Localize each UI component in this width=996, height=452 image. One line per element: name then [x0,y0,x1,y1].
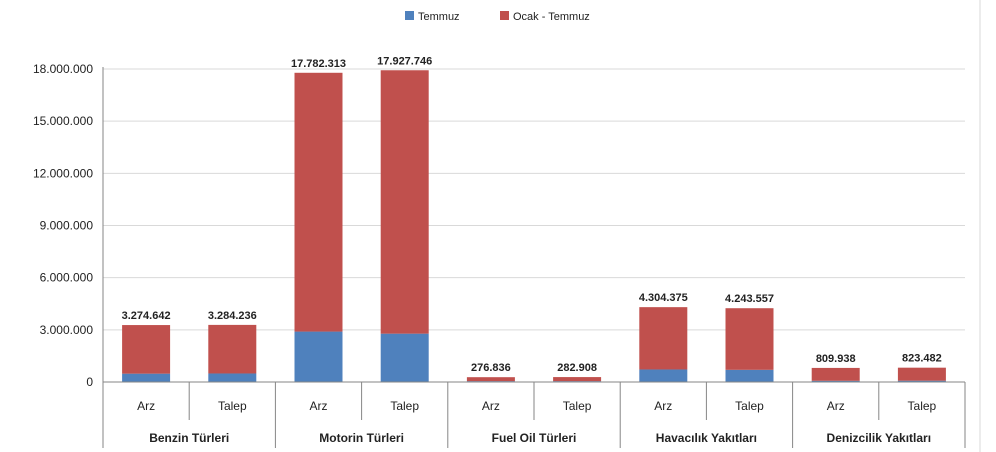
gridlines [103,68,965,331]
legend-label: Temmuz [418,11,460,23]
x-category-label: Talep [563,399,592,413]
bar-segment-ocak-temmuz [466,377,515,382]
data-label: 3.274.642 [122,310,171,322]
bar-segment-temmuz [811,380,860,382]
bar-segment-ocak-temmuz [725,308,774,370]
bar-segment-temmuz [122,373,171,382]
x-group-label: Denizcilik Yakıtları [827,431,932,445]
x-category-label: Arz [137,399,155,413]
x-category-label: Talep [218,399,247,413]
x-category-label: Talep [390,399,419,413]
data-label: 276.836 [471,362,511,374]
bar-segment-ocak-temmuz [553,377,602,382]
x-category-label: Talep [735,399,764,413]
data-label: 17.782.313 [291,58,346,70]
bar-segment-temmuz [897,380,946,382]
y-tick-label: 18.000.000 [33,62,93,76]
bar-segment-temmuz [639,369,688,382]
data-label: 282.908 [557,362,597,374]
data-label: 4.243.557 [725,293,774,305]
x-axis: Arz Talep Benzin Türleri Arz Talep Motorin Tü… [102,381,966,448]
bar-segment-ocak-temmuz [208,324,257,374]
data-label: 823.482 [902,353,942,365]
x-group-label: Fuel Oil Türleri [492,431,577,445]
bar-segment-temmuz [294,331,343,382]
bar-segment-ocak-temmuz [639,307,688,370]
y-tick-label: 9.000.000 [40,219,94,233]
y-tick-label: 3.000.000 [40,323,94,337]
bar-segment-ocak-temmuz [122,325,171,374]
y-tick-label: 0 [86,375,93,389]
legend-label: Ocak - Temmuz [513,11,590,23]
x-category-label: Arz [310,399,328,413]
data-label: 3.284.236 [208,310,257,322]
bar-segment-temmuz [380,333,429,382]
y-axis: 0 3.000.000 6.000.000 9.000.000 12.000.000 15… [33,62,104,389]
x-category-label: Talep [908,399,937,413]
x-category-label: Arz [482,399,500,413]
x-group-label: Benzin Türleri [149,431,229,445]
bar-segment-ocak-temmuz [294,72,343,332]
bar-segment-ocak-temmuz [811,367,860,381]
bar-segment-temmuz [208,373,257,382]
data-label: 809.938 [816,353,856,365]
bars: 3.274.642 3.284.236 17.782.313 17.927.746 27… [122,55,946,382]
data-label: 4.304.375 [639,292,688,304]
data-label: 17.927.746 [377,55,432,67]
bar-segment-ocak-temmuz [380,70,429,334]
x-group-label: Motorin Türleri [319,431,404,445]
y-tick-label: 12.000.000 [33,166,93,180]
bar-segment-temmuz [725,369,774,382]
y-tick-label: 6.000.000 [40,271,94,285]
x-group-label: Havacılık Yakıtları [656,431,757,445]
x-category-label: Arz [654,399,672,413]
legend: Temmuz Ocak - Temmuz [405,11,590,23]
x-category-label: Arz [827,399,845,413]
legend-swatch-ocak-temmuz [500,11,509,20]
legend-swatch-temmuz [405,11,414,20]
bar-segment-ocak-temmuz [897,367,946,381]
y-tick-label: 15.000.000 [33,114,93,128]
